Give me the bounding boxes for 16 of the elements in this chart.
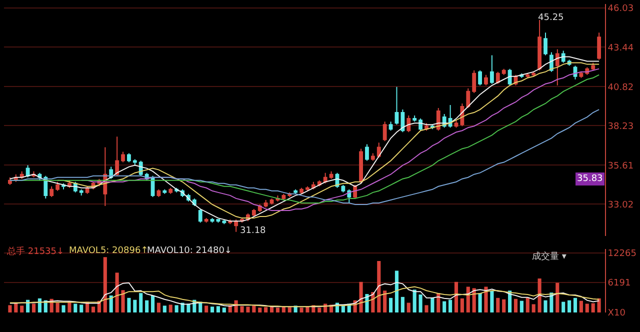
y-tick-label: 6191 bbox=[608, 278, 631, 289]
annotation: MAVOL10: 21480↓ bbox=[147, 246, 232, 256]
y-tick-label: 46.03 bbox=[608, 4, 634, 14]
y-tick-label: 33.02 bbox=[608, 200, 634, 210]
y-tick-label: 38.23 bbox=[608, 122, 634, 132]
y-tick-label: X10 bbox=[608, 308, 626, 319]
annotation: 总手 21535↓ bbox=[6, 246, 64, 257]
y-tick-label: 43.44 bbox=[608, 43, 634, 54]
y-tick-label: 40.82 bbox=[608, 82, 634, 93]
annotation: 31.18 bbox=[240, 226, 266, 236]
annotation: 45.25 bbox=[538, 13, 564, 23]
annotation: MAVOL5: 20896↑ bbox=[69, 246, 148, 256]
annotation: 成交量 ▾ bbox=[532, 251, 567, 262]
y-tick-label: 35.61 bbox=[608, 161, 634, 172]
y-tick-label: 12265 bbox=[608, 249, 636, 260]
annotation: 35.83 bbox=[577, 174, 603, 184]
